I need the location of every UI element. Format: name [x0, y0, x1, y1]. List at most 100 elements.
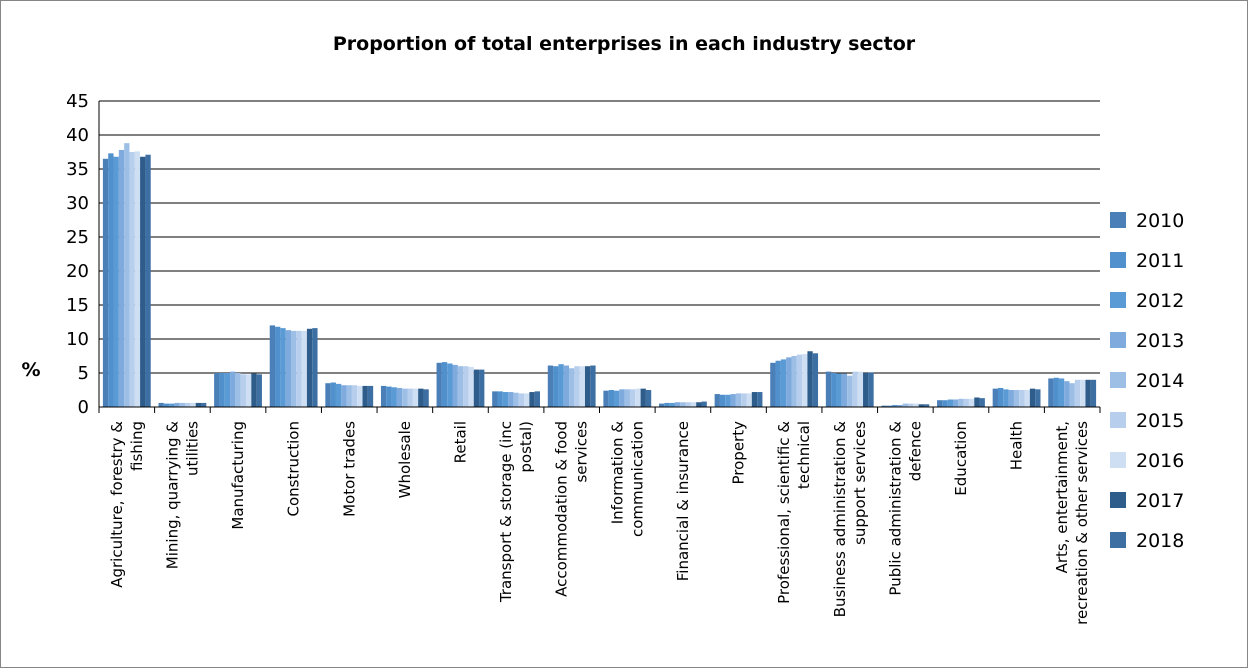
bar [219, 373, 225, 407]
bar [645, 390, 652, 407]
bar [174, 402, 180, 407]
x-category-label-line: Construction [285, 421, 303, 517]
bar [974, 397, 980, 407]
bar [629, 389, 636, 407]
bar [169, 403, 175, 407]
bar [947, 399, 953, 407]
x-category-label-line: technical [795, 421, 813, 489]
x-category-label: Accommodation & food services [553, 421, 591, 597]
bar [386, 386, 392, 407]
x-category-label-line: Transport & storage (inc [497, 421, 515, 603]
bar [214, 373, 220, 407]
bar [423, 389, 429, 407]
bar [391, 387, 397, 407]
x-category-label-line: utilities [183, 421, 201, 476]
bar [746, 393, 752, 407]
y-tick-label: 0 [78, 397, 89, 418]
bar [275, 326, 281, 407]
bar [757, 392, 763, 407]
legend-label: 2018 [1136, 530, 1184, 552]
x-category-label-line: Accommodation & food [553, 421, 571, 597]
x-category-label-line: communication [628, 421, 646, 537]
bar [468, 366, 474, 407]
bar [1003, 389, 1009, 407]
bar [619, 389, 625, 407]
bar [518, 393, 525, 407]
bar [108, 153, 114, 407]
bar [134, 151, 141, 407]
bar [190, 402, 196, 407]
x-category-label-line: Information & [608, 421, 626, 525]
x-category-label: Transport & storage (inc postal) [497, 421, 535, 603]
bar [492, 391, 498, 407]
x-category-label-line: Arts, entertainment, [1053, 421, 1071, 573]
bar [256, 374, 262, 407]
legend-swatch [1110, 412, 1126, 428]
legend-swatch [1110, 372, 1126, 388]
bar [447, 363, 453, 407]
bar [786, 357, 792, 407]
bar [452, 364, 458, 407]
x-category-label: Manufacturing [229, 421, 247, 530]
x-category-label: Arts, entertainment, recreation & other s… [1053, 421, 1091, 625]
bar [436, 362, 442, 407]
bar [685, 402, 691, 407]
bar [346, 385, 352, 407]
bar [1069, 383, 1075, 407]
bar [608, 390, 615, 407]
bar [524, 393, 530, 407]
bar [140, 156, 146, 407]
bar [841, 373, 848, 407]
axes [98, 101, 1101, 413]
bar [1035, 389, 1041, 407]
bar [330, 382, 336, 407]
bar [290, 330, 297, 407]
bar [892, 404, 898, 407]
legend-label: 2012 [1136, 290, 1184, 312]
bar [558, 364, 564, 407]
bar [367, 385, 374, 407]
bar [1008, 390, 1014, 407]
bar [770, 362, 776, 407]
bar [635, 388, 641, 407]
legend: 2010 2011 2012 2013 2014 2015 2016 2017 2018 [1110, 210, 1184, 552]
bar [185, 402, 191, 407]
bar [714, 394, 720, 407]
bar [807, 351, 813, 407]
bar [624, 389, 630, 407]
bar [1074, 379, 1081, 407]
bar [751, 392, 758, 407]
bar [102, 158, 109, 407]
x-category-label-line: Professional, scientific & [775, 421, 793, 604]
bar [457, 366, 464, 407]
bar [992, 388, 998, 407]
bar [312, 328, 318, 407]
bar [664, 402, 670, 407]
x-category-label-line: support services [851, 421, 869, 545]
bar [690, 402, 697, 407]
bar [1013, 390, 1020, 407]
bar [118, 149, 125, 407]
bar [479, 369, 485, 407]
bar [775, 360, 781, 407]
bar [669, 402, 675, 407]
bar [584, 366, 591, 407]
x-category-label-line: Retail [451, 421, 469, 463]
bar [590, 365, 596, 407]
bar [296, 330, 302, 407]
x-category-label: Motor trades [340, 421, 358, 517]
x-category-label: Professional, scientific & technical [775, 421, 813, 604]
bar [396, 387, 403, 407]
bar [913, 403, 919, 407]
legend-label: 2010 [1136, 210, 1184, 232]
bar [113, 156, 119, 407]
bar [497, 391, 503, 407]
bars [102, 143, 1097, 407]
bar [351, 385, 358, 407]
bar [574, 366, 580, 407]
x-category-label: Public administration & defence [886, 421, 924, 596]
bar [502, 392, 509, 407]
bar [979, 398, 985, 407]
bar [942, 400, 948, 407]
x-category-label: Information & communication [608, 421, 646, 537]
